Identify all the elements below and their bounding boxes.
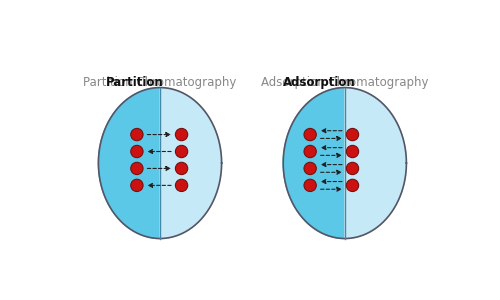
Circle shape: [130, 179, 143, 191]
Circle shape: [346, 145, 358, 158]
Polygon shape: [283, 88, 345, 239]
Text: Adsorption: Adsorption: [283, 76, 356, 89]
Circle shape: [130, 162, 143, 175]
Circle shape: [346, 128, 358, 141]
Circle shape: [304, 128, 316, 141]
Circle shape: [176, 128, 188, 141]
Text: Partition Chromatography: Partition Chromatography: [84, 76, 236, 89]
Circle shape: [176, 145, 188, 158]
Circle shape: [130, 128, 143, 141]
Polygon shape: [98, 88, 160, 239]
Circle shape: [346, 162, 358, 175]
Text: Partition: Partition: [106, 76, 164, 89]
Circle shape: [130, 145, 143, 158]
Circle shape: [176, 179, 188, 191]
Circle shape: [304, 145, 316, 158]
Polygon shape: [345, 88, 406, 239]
Circle shape: [346, 179, 358, 191]
Circle shape: [304, 179, 316, 191]
Circle shape: [176, 162, 188, 175]
Polygon shape: [160, 88, 222, 239]
Text: Adsorption Chromatography: Adsorption Chromatography: [261, 76, 428, 89]
Circle shape: [304, 162, 316, 175]
